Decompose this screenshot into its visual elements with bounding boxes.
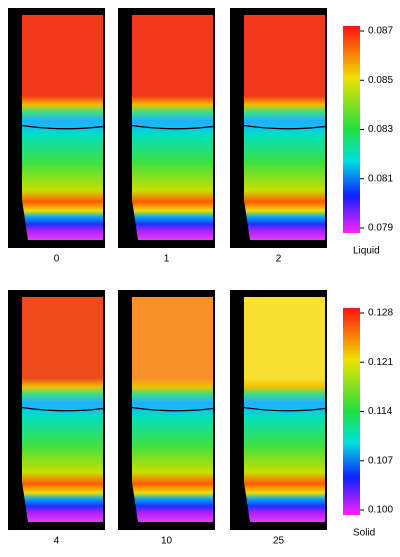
simulation-field	[244, 15, 325, 240]
colorbar-tick-label: 0.081	[368, 173, 393, 184]
colorbar	[343, 308, 360, 515]
panel-label: 0	[54, 254, 60, 265]
colorbar	[343, 26, 360, 233]
simulation-field	[22, 297, 103, 522]
simulation-field	[22, 15, 103, 240]
colorbar-tick-label: 0.083	[368, 124, 393, 135]
interface-line	[243, 124, 326, 130]
simulation-field	[244, 297, 325, 522]
interface-line	[243, 406, 326, 412]
panel-label: 1	[164, 254, 170, 265]
panel-label: 4	[54, 536, 60, 547]
simulation-field	[132, 297, 213, 522]
interface-line	[21, 124, 104, 130]
colorbar-tick-label: 0.121	[368, 357, 393, 368]
colorbar-tick-label: 0.100	[368, 505, 393, 516]
simulation-field	[132, 15, 213, 240]
interface-line	[21, 406, 104, 412]
interface-line	[131, 124, 214, 130]
colorbar-tick-label: 0.079	[368, 223, 393, 234]
panel-label: 2	[276, 254, 282, 265]
colorbar-title: Liquid	[353, 246, 380, 257]
interface-line	[131, 406, 214, 412]
colorbar-title: Solid	[353, 528, 375, 539]
panel-label: 25	[273, 536, 285, 547]
colorbar-tick-label: 0.107	[368, 455, 393, 466]
colorbar-tick-label: 0.085	[368, 75, 393, 86]
colorbar-tick-label: 0.128	[368, 308, 393, 319]
colorbar-tick-label: 0.114	[368, 406, 393, 417]
colorbar-tick-label: 0.087	[368, 26, 393, 37]
panel-label: 10	[161, 536, 173, 547]
